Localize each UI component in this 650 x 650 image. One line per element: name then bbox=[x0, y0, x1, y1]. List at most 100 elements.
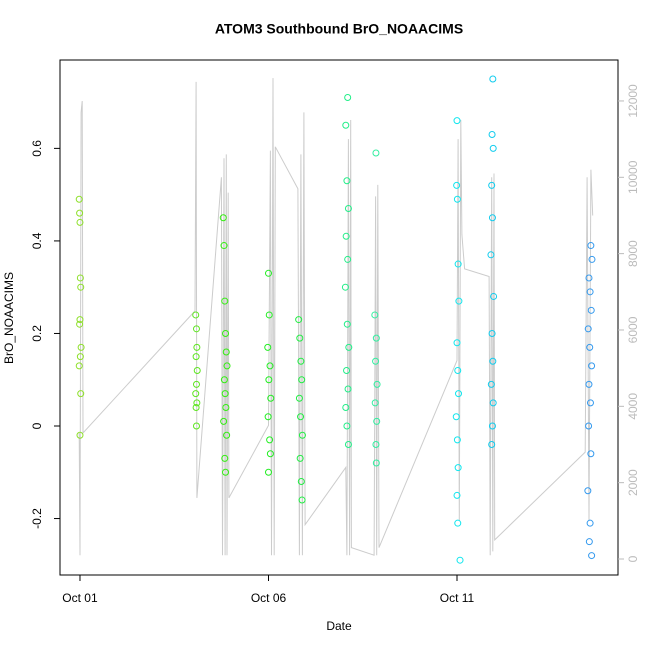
point bbox=[223, 362, 231, 370]
point bbox=[265, 311, 273, 319]
point bbox=[488, 181, 496, 189]
point bbox=[585, 538, 593, 546]
point bbox=[193, 343, 201, 351]
point bbox=[192, 311, 200, 319]
point bbox=[192, 380, 200, 388]
point bbox=[192, 403, 200, 411]
point bbox=[77, 283, 85, 291]
point bbox=[373, 417, 381, 425]
point bbox=[588, 362, 596, 370]
point bbox=[344, 385, 352, 393]
point bbox=[584, 487, 592, 495]
point bbox=[454, 519, 462, 527]
point bbox=[344, 441, 352, 449]
point bbox=[221, 297, 229, 305]
point bbox=[264, 269, 272, 277]
y-axis-label: BrO_NOAACIMS bbox=[2, 272, 16, 364]
point bbox=[588, 552, 596, 560]
chart-title: ATOM3 Southbound BrO_NOAACIMS bbox=[215, 21, 463, 37]
point bbox=[220, 417, 228, 425]
point bbox=[341, 283, 349, 291]
point bbox=[586, 519, 594, 527]
point bbox=[267, 394, 275, 402]
point bbox=[584, 325, 592, 333]
point bbox=[588, 255, 596, 263]
point bbox=[76, 274, 84, 282]
point bbox=[266, 362, 274, 370]
point bbox=[453, 436, 461, 444]
y-tick-label: 0.2 bbox=[30, 325, 44, 342]
point bbox=[372, 441, 380, 449]
point bbox=[453, 181, 461, 189]
point bbox=[489, 144, 497, 152]
point bbox=[371, 311, 379, 319]
point bbox=[489, 75, 497, 83]
point bbox=[487, 380, 495, 388]
point bbox=[454, 464, 462, 472]
point bbox=[585, 422, 593, 430]
point bbox=[266, 436, 274, 444]
point bbox=[222, 403, 230, 411]
point bbox=[371, 399, 379, 407]
y2-tick-label: 6000 bbox=[626, 316, 640, 343]
point bbox=[342, 403, 350, 411]
point bbox=[296, 334, 304, 342]
point bbox=[265, 376, 273, 384]
point bbox=[453, 195, 461, 203]
point bbox=[488, 214, 496, 222]
point bbox=[76, 218, 84, 226]
point bbox=[372, 149, 380, 157]
point bbox=[587, 306, 595, 314]
point bbox=[373, 380, 381, 388]
point bbox=[372, 357, 380, 365]
point bbox=[192, 390, 200, 398]
point bbox=[586, 399, 594, 407]
y-tick-label: 0.6 bbox=[30, 140, 44, 157]
point bbox=[453, 491, 461, 499]
y2-tick-label: 12000 bbox=[626, 84, 640, 118]
point bbox=[344, 93, 352, 101]
point bbox=[298, 431, 306, 439]
point bbox=[344, 205, 352, 213]
point bbox=[587, 242, 595, 250]
x-tick-label: Oct 11 bbox=[440, 591, 475, 605]
point bbox=[297, 413, 305, 421]
x-tick-label: Oct 01 bbox=[62, 591, 98, 605]
point bbox=[297, 478, 305, 486]
point bbox=[452, 413, 460, 421]
y2-tick-label: 8000 bbox=[626, 240, 640, 267]
x-axis-label: Date bbox=[326, 619, 352, 633]
point bbox=[264, 468, 272, 476]
point bbox=[488, 441, 496, 449]
point bbox=[487, 251, 495, 259]
point bbox=[372, 459, 380, 467]
point bbox=[220, 376, 228, 384]
point bbox=[586, 288, 594, 296]
altitude-line bbox=[78, 78, 594, 556]
point bbox=[220, 242, 228, 250]
point bbox=[453, 339, 461, 347]
point bbox=[344, 255, 352, 263]
y-tick-label: 0 bbox=[30, 422, 44, 429]
point bbox=[342, 232, 350, 240]
point bbox=[76, 353, 84, 361]
point bbox=[266, 450, 274, 458]
point bbox=[343, 177, 351, 185]
point bbox=[221, 390, 229, 398]
point bbox=[298, 376, 306, 384]
point bbox=[75, 195, 83, 203]
point bbox=[342, 121, 350, 129]
point bbox=[453, 117, 461, 125]
point bbox=[454, 366, 462, 374]
point bbox=[222, 329, 230, 337]
point bbox=[489, 399, 497, 407]
y2-tick-label: 4000 bbox=[626, 393, 640, 420]
point bbox=[343, 366, 351, 374]
point bbox=[296, 454, 304, 462]
point bbox=[298, 496, 306, 504]
y2-tick-label: 2000 bbox=[626, 469, 640, 496]
point bbox=[585, 380, 593, 388]
point bbox=[343, 320, 351, 328]
x-tick-label: Oct 06 bbox=[251, 591, 287, 605]
